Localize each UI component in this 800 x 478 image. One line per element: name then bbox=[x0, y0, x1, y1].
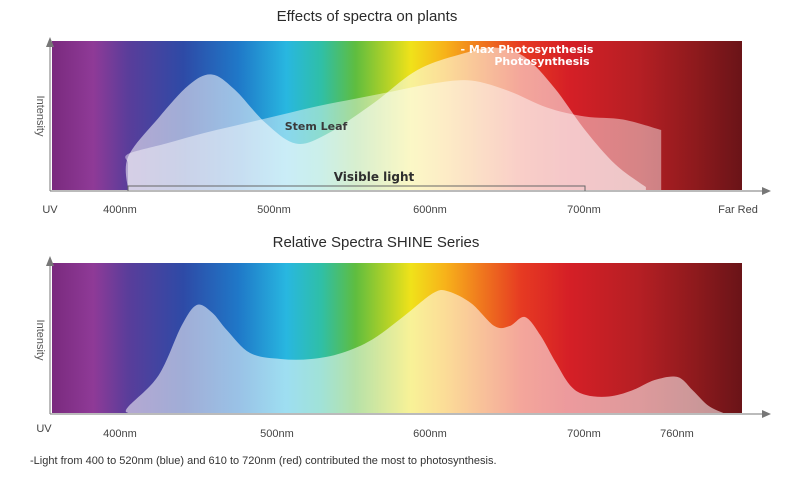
visible-light-bracket: Visible light bbox=[127, 170, 586, 191]
visible-light-label: Visible light bbox=[334, 170, 415, 184]
tick-label: 500nm bbox=[260, 428, 294, 440]
chart-1-axes bbox=[46, 37, 771, 195]
tick-label: 400nm bbox=[103, 204, 137, 216]
tick-label: 700nm bbox=[567, 204, 601, 216]
footnote: -Light from 400 to 520nm (blue) and 610 … bbox=[30, 455, 497, 467]
tick-label: 600nm bbox=[413, 204, 447, 216]
max-photosynthesis-area bbox=[125, 47, 646, 190]
tick-label: 500nm bbox=[257, 204, 291, 216]
chart-2-title: Relative Spectra SHINE Series bbox=[273, 234, 480, 251]
tick-label: 700nm bbox=[567, 428, 601, 440]
chart-2-axes bbox=[46, 256, 771, 418]
tick-label: 400nm bbox=[103, 428, 137, 440]
tick-label: UV bbox=[42, 204, 58, 216]
chart-2-x-tick-labels: UV 400nm 500nm 600nm 700nm 760nm bbox=[36, 423, 693, 440]
annotation-photosynthesis: Photosynthesis bbox=[494, 55, 590, 68]
tick-label: 600nm bbox=[413, 428, 447, 440]
chart-2: Relative Spectra SHINE Series Intensity … bbox=[34, 234, 771, 440]
annotation-stem-leaf: Stem Leaf bbox=[285, 120, 348, 133]
chart-1-x-tick-labels: UV 400nm 500nm 600nm 700nm Far Red bbox=[42, 204, 758, 216]
annotation-max-label: - Max Photosynthesis bbox=[461, 43, 594, 56]
chart-1-y-axis-label: Intensity bbox=[34, 96, 46, 137]
chart-2-y-axis-label: Intensity bbox=[34, 320, 46, 361]
shine-spectrum-area bbox=[125, 290, 724, 413]
tick-label: UV bbox=[36, 423, 52, 435]
chart-1: Effects of spectra on plants Intensity S… bbox=[34, 8, 771, 216]
chart-1-title: Effects of spectra on plants bbox=[277, 8, 458, 25]
tick-label: 760nm bbox=[660, 428, 694, 440]
tick-label: Far Red bbox=[718, 204, 758, 216]
